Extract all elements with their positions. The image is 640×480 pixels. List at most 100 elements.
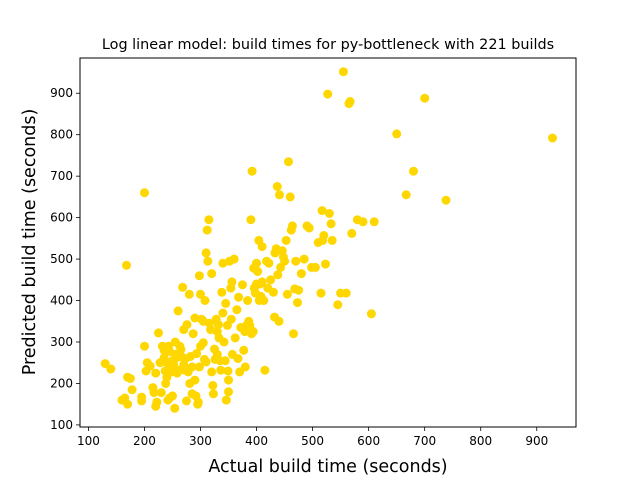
data-point [401,190,411,200]
data-point [137,392,147,402]
data-point [327,235,337,245]
data-point [170,403,180,413]
x-axis-ticks: 100 200 300 400 500 600 700 800 900 [77,427,548,448]
y-tick-label: 500 [50,252,73,266]
data-point [194,271,204,281]
x-tick-label: 300 [189,434,212,448]
y-tick-label: 400 [50,294,73,308]
data-point [274,316,284,326]
data-point [203,256,213,266]
data-point [253,267,263,276]
x-tick-label: 700 [413,434,436,448]
data-point [149,388,159,398]
data-point [293,298,302,308]
data-point [178,282,188,292]
data-point [324,209,334,218]
data-points [100,67,557,413]
plot-area [79,57,577,428]
data-point [273,270,283,280]
data-point [238,280,247,290]
data-point [100,359,110,369]
data-point [122,260,131,270]
data-point [223,366,233,376]
data-point [194,362,204,372]
data-point [304,223,314,233]
data-point [176,345,186,354]
x-axis-label: Actual build time (seconds) [208,457,447,477]
y-tick-label: 100 [50,418,73,432]
data-point [202,225,212,235]
data-point [145,361,155,371]
data-point [154,328,163,338]
x-tick-label: 800 [469,434,492,448]
data-point [201,357,211,367]
data-point [243,296,253,305]
data-point [294,285,304,295]
y-tick-label: 200 [50,376,73,390]
data-point [338,67,348,77]
data-point [259,296,269,305]
y-tick-label: 900 [50,86,73,100]
data-point [281,235,291,245]
data-point [207,269,217,279]
data-point [280,256,290,266]
data-point [285,192,295,202]
y-tick-label: 300 [50,335,73,349]
data-point [345,97,355,106]
data-point [218,308,228,318]
data-point [152,397,162,407]
y-tick-label: 600 [50,211,73,225]
data-point [248,327,258,337]
data-point [192,349,202,359]
data-point [196,289,205,299]
data-point [275,190,284,200]
data-point [333,300,343,310]
data-point [151,368,161,378]
data-point [234,292,244,302]
data-point [182,320,192,330]
data-point [230,333,240,343]
data-point [207,367,217,377]
data-point [190,375,200,385]
data-point [289,329,298,339]
data-point [257,242,267,252]
data-point [246,215,256,225]
data-point [173,306,183,316]
data-point [193,397,203,407]
y-axis-ticks: 100 200 300 400 500 600 700 800 900 [50,86,80,432]
data-point [420,93,430,103]
data-point [224,387,233,397]
data-point [319,231,329,240]
data-point [156,388,166,398]
data-point [268,287,278,297]
data-point [125,374,135,383]
data-point [213,320,223,330]
data-point [548,133,557,143]
data-point [282,289,292,299]
data-point [204,215,214,225]
data-point [369,217,379,227]
data-point [106,364,116,374]
data-point [123,399,133,409]
data-point [296,269,306,279]
data-point [221,395,231,405]
data-point [208,381,218,390]
x-tick-label: 400 [245,434,268,448]
data-point [187,362,197,372]
data-point [221,298,231,308]
data-point [198,338,208,348]
data-point [169,360,179,370]
data-point [347,228,357,238]
data-point [217,287,227,297]
data-point [317,206,327,216]
data-point [316,288,326,298]
data-point [224,375,233,385]
data-point [284,157,293,167]
data-point [310,262,320,272]
data-point [321,259,330,269]
chart-title: Log linear model: build times for py-bot… [102,37,554,53]
data-point [229,254,239,264]
data-point [201,248,211,258]
data-point [260,365,270,375]
